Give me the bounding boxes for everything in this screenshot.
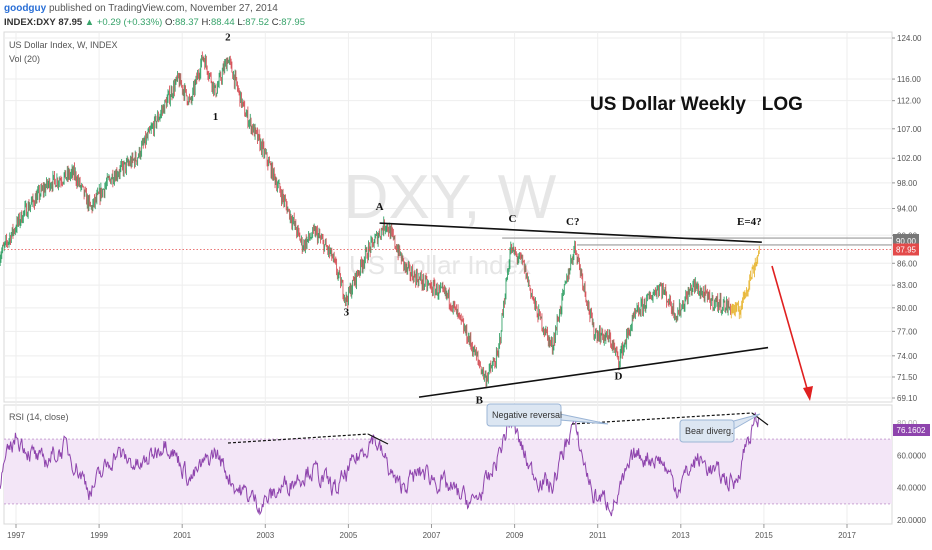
wave-label: E=4? (737, 216, 762, 228)
change-value: +0.29 (+0.33%) (96, 17, 163, 28)
author-link[interactable]: goodguy (4, 3, 47, 14)
rsi-tick-label: 40.0000 (897, 484, 926, 493)
projection-arrow (771, 265, 809, 393)
y-tick-label: 102.00 (897, 154, 922, 163)
rsi-divergence-2 (571, 412, 753, 425)
wave-label: A (376, 201, 384, 213)
rsi-line (0, 412, 760, 517)
y-tick-label: 124.00 (897, 34, 922, 43)
rsi-tick-label: 20.0000 (897, 516, 926, 525)
x-tick-label: 2017 (838, 531, 856, 540)
watermark-name: US Dollar Index (349, 250, 531, 280)
close-value: 87.95 (281, 17, 305, 28)
y-tick-label: 107.00 (897, 125, 922, 134)
symbol-line: INDEX:DXY 87.95 ▲ +0.29 (+0.33%) O:88.37… (4, 17, 305, 28)
y-tick-label: 86.00 (897, 259, 918, 268)
wave-label: 3 (344, 307, 350, 319)
high-label: H: (201, 17, 211, 28)
x-tick-label: 2003 (256, 531, 274, 540)
volume-label: Vol (20) (9, 54, 40, 64)
x-tick-label: 2015 (755, 531, 773, 540)
time-x-axis[interactable]: 1997 1999 2001 2003 2005 2007 2009 2011 2013 2015… (7, 524, 856, 540)
watermark-symbol: DXY, W (344, 163, 557, 232)
y-tick-label: 71.50 (897, 373, 918, 382)
annotation-title: US Dollar Weekly LOG (590, 94, 803, 115)
wave-label: C? (566, 216, 579, 228)
rsi-top-label: 80.00 (897, 419, 918, 428)
y-tick-label: 116.00 (897, 75, 921, 84)
open-label: O: (164, 17, 176, 28)
callout-bear-box (679, 419, 735, 443)
y-tick-label: 80.00 (897, 304, 918, 313)
y-tick-label: 74.00 (897, 352, 918, 361)
rsi-pane-title: RSI (14, close) (9, 412, 69, 422)
x-tick-label: 1997 (7, 531, 25, 540)
price-pane-title: US Dollar Index, W, INDEX (9, 40, 118, 50)
rsi-value-label: 76.1602 (897, 426, 926, 435)
x-tick-label: 2009 (506, 531, 524, 540)
arrow-head-icon (803, 386, 813, 401)
current-price-badge (893, 243, 919, 256)
low-value: 87.52 (245, 17, 270, 28)
symbol: INDEX:DXY (4, 17, 56, 28)
callout-negative-text: Negative reversal (492, 410, 562, 420)
x-tick-label: 2013 (672, 531, 690, 540)
x-tick-label: 2007 (423, 531, 441, 540)
published-text: published on TradingView.com, November 2… (49, 3, 278, 14)
low-label: L: (237, 17, 246, 28)
x-tick-label: 2011 (589, 531, 607, 540)
y-tick-label: 98.00 (897, 179, 918, 188)
trendline (379, 222, 762, 243)
wave-label: C (509, 213, 517, 225)
trendlines (379, 222, 769, 398)
price-y-axis[interactable]: 124.00 116.00 112.00 107.00 102.00 98.00 94.00… (892, 34, 922, 403)
high-value: 88.44 (210, 17, 235, 28)
wave-labels: 1 2 3 A B C C? D E=4? (213, 31, 762, 406)
x-tick-label: 1999 (90, 531, 108, 540)
publish-line: goodguy published on TradingView.com, No… (4, 3, 278, 14)
y-tick-label: 83.00 (897, 281, 918, 290)
y-tick-label: 77.00 (897, 327, 918, 336)
gridlines (4, 32, 892, 524)
y-tick-label: 69.10 (897, 394, 918, 403)
x-tick-label: 2001 (173, 531, 191, 540)
up-arrow-icon: ▲ (84, 17, 95, 28)
trendline (418, 346, 769, 398)
rsi-band (4, 439, 892, 504)
rsi-divergence-1 (227, 433, 369, 444)
callout-bear-text: Bear diverg. (685, 426, 734, 436)
rsi-value-badge (893, 424, 930, 436)
x-tick-label: 2005 (340, 531, 358, 540)
wave-label: 2 (225, 31, 231, 43)
y-tick-label: 94.00 (897, 205, 918, 214)
wave-label: B (476, 394, 484, 406)
close-label: C: (271, 17, 282, 28)
last-price: 87.95 (58, 17, 83, 28)
level-marker-label: 90.00 (896, 237, 917, 246)
price-pane[interactable] (3, 31, 893, 403)
current-price-label: 87.95 (896, 245, 917, 254)
wave-label: D (614, 371, 622, 383)
y-tick-label: 112.00 (897, 97, 921, 106)
wave-label: 1 (213, 111, 219, 123)
price-candles (0, 51, 760, 389)
open-value: 88.37 (175, 17, 199, 28)
callout-negative-box (486, 403, 562, 427)
rsi-divergence-1-end (367, 433, 389, 445)
rsi-tick-label: 60.0000 (897, 451, 926, 460)
